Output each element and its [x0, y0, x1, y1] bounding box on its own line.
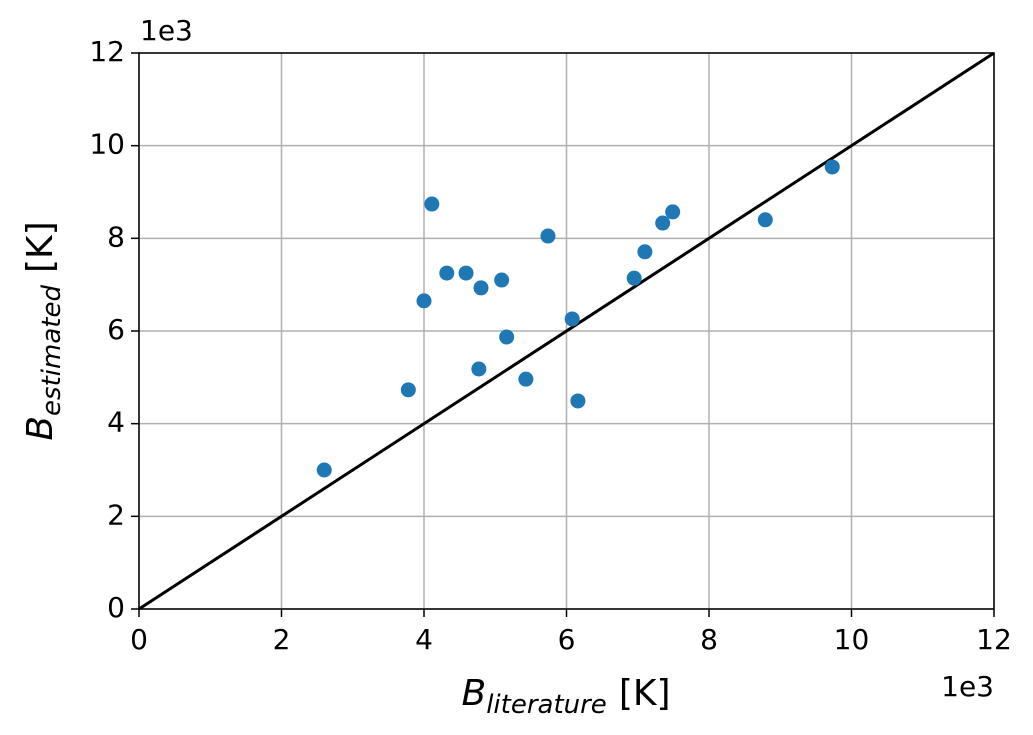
- point: [416, 293, 432, 309]
- y-label-sub: estimated: [37, 285, 67, 416]
- y-tick-label: 4: [107, 406, 125, 439]
- point: [540, 228, 556, 244]
- point: [665, 204, 681, 220]
- plot-frame: [138, 52, 995, 610]
- x-label-sub: literature: [486, 690, 607, 720]
- x-label-unit: [K]: [619, 673, 671, 714]
- x-tick-label: 10: [834, 623, 870, 656]
- point: [439, 265, 455, 281]
- point: [424, 196, 440, 212]
- x-tick-label: 2: [273, 623, 291, 656]
- point: [316, 462, 332, 478]
- x-axis-label: Bliterature [K]: [461, 673, 670, 720]
- point: [626, 270, 642, 286]
- point: [757, 212, 773, 228]
- x-offset: 1e3: [941, 670, 994, 703]
- point: [494, 272, 510, 288]
- y-tick-label: 2: [107, 498, 125, 531]
- identity-line: [138, 51, 995, 611]
- point: [471, 361, 487, 377]
- y-label-unit: [K]: [20, 221, 61, 273]
- point: [518, 371, 534, 387]
- point: [400, 382, 416, 398]
- point: [824, 159, 840, 175]
- x-tick-label: 8: [700, 623, 718, 656]
- x-tick-label: 6: [558, 623, 576, 656]
- point: [499, 329, 515, 345]
- point: [564, 311, 580, 327]
- point: [637, 244, 653, 260]
- y-tick-label: 0: [107, 591, 125, 624]
- y-axis-label: Bestimated [K]: [20, 221, 67, 440]
- x-tick-label: 12: [976, 623, 1012, 656]
- y-label-symbol: B: [20, 416, 61, 441]
- y-offset: 1e3: [140, 14, 193, 47]
- point: [570, 393, 586, 409]
- y-tick-label: 6: [107, 313, 125, 346]
- point: [473, 280, 489, 296]
- x-tick-label: 0: [130, 623, 148, 656]
- y-tick-label: 8: [107, 220, 125, 253]
- point: [458, 265, 474, 281]
- x-label-symbol: B: [461, 673, 486, 714]
- x-tick-label: 4: [415, 623, 433, 656]
- y-tick-label: 10: [89, 128, 125, 161]
- y-tick-label: 12: [89, 35, 125, 68]
- point: [655, 215, 671, 231]
